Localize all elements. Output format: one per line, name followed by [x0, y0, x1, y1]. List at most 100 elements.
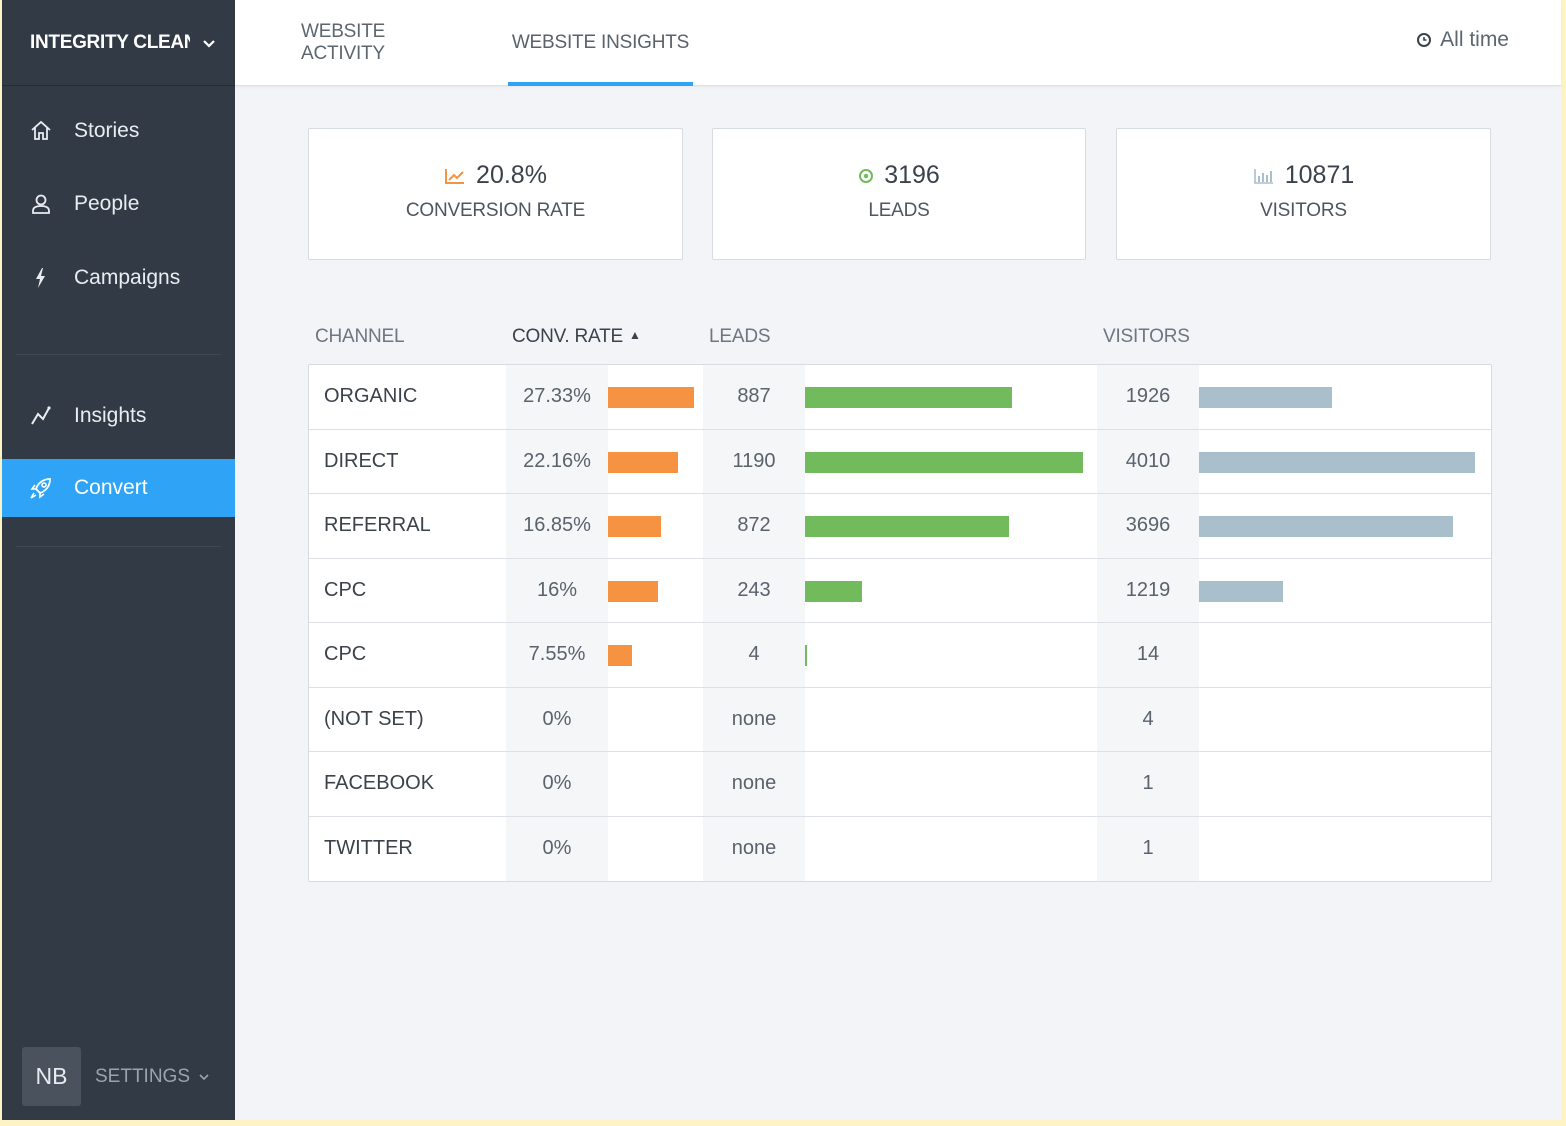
tab-website-insights[interactable]: WEBSITE INSIGHTS — [508, 0, 693, 86]
conv-rate-bar — [608, 645, 632, 666]
visitors-cell: 1 — [1097, 816, 1199, 881]
table-row[interactable]: CPC 7.55% 4 14 — [309, 623, 1491, 688]
conv-rate-bar — [608, 580, 658, 602]
visitors-cell: 1 — [1097, 752, 1199, 816]
conv-rate-cell: 27.33% — [506, 365, 608, 429]
channel-cell: (NOT SET) — [324, 707, 424, 730]
chevron-down-icon — [203, 39, 215, 48]
visitors-bar — [1199, 516, 1453, 537]
table-row[interactable]: (NOT SET) 0% none 4 — [309, 687, 1491, 752]
time-filter[interactable]: All time — [1416, 28, 1509, 52]
leads-bar — [805, 516, 1009, 537]
sidebar-footer: NB SETTINGS — [22, 1047, 210, 1106]
visitors-bar — [1199, 451, 1475, 473]
conv-rate-cell: 22.16% — [506, 429, 608, 493]
leads-bar — [805, 451, 1083, 473]
leads-cell: 872 — [703, 494, 805, 558]
visitors-cell: 3696 — [1097, 494, 1199, 558]
visitors-bar — [1199, 580, 1283, 602]
sidebar-divider — [16, 354, 221, 355]
leads-card: 3196 LEADS — [712, 128, 1086, 260]
channel-cell: TWITTER — [324, 837, 413, 860]
nav-item-label: Insights — [74, 404, 147, 427]
sidebar: INTEGRITY CLEAN Stories People Campaigns — [2, 0, 235, 1120]
conversion-rate-value: 20.8% — [476, 161, 547, 189]
conv-rate-bar — [608, 516, 661, 537]
leads-cell: none — [703, 687, 805, 751]
conv-rate-bar — [608, 451, 678, 473]
org-switcher[interactable]: INTEGRITY CLEAN — [2, 0, 235, 86]
channel-cell: REFERRAL — [324, 514, 431, 537]
leads-cell: 1190 — [703, 429, 805, 493]
target-icon — [859, 168, 874, 183]
time-filter-label: All time — [1440, 28, 1509, 51]
visitors-label: VISITORS — [1260, 200, 1347, 221]
line-chart-icon — [28, 403, 54, 429]
visitors-cell: 4 — [1097, 687, 1199, 751]
main-content: WEBSITE ACTIVITY WEBSITE INSIGHTS All ti… — [235, 0, 1561, 1120]
home-icon — [28, 118, 54, 144]
conv-rate-bar — [608, 387, 694, 408]
org-name: INTEGRITY CLEAN — [30, 31, 190, 53]
table-row[interactable]: DIRECT 22.16% 1190 4010 — [309, 429, 1491, 494]
chevron-down-icon — [199, 1073, 209, 1080]
bar-chart-icon — [1253, 168, 1273, 184]
sidebar-divider — [16, 546, 221, 547]
header-channel[interactable]: CHANNEL — [315, 326, 405, 347]
leads-bar — [805, 645, 807, 666]
nav-item-label: Campaigns — [74, 266, 181, 289]
leads-label: LEADS — [868, 200, 930, 221]
conv-rate-cell: 16% — [506, 558, 608, 622]
table-row[interactable]: REFERRAL 16.85% 872 3696 — [309, 494, 1491, 559]
leads-bar — [805, 580, 862, 602]
nav-item-insights[interactable]: Insights — [2, 387, 235, 445]
avatar[interactable]: NB — [22, 1047, 81, 1106]
channel-table: ORGANIC 27.33% 887 1926 DIRECT 22.16% 1190 4010… — [308, 364, 1492, 882]
channel-cell: CPC — [324, 643, 367, 666]
visitors-cell: 14 — [1097, 623, 1199, 687]
header-conv-rate-label: CONV. RATE — [512, 326, 623, 347]
visitors-cell: 4010 — [1097, 429, 1199, 493]
header-conv-rate[interactable]: CONV. RATE ▲ — [512, 326, 641, 348]
header-visitors[interactable]: VISITORS — [1103, 326, 1190, 347]
nav-item-convert[interactable]: Convert — [2, 459, 235, 517]
conv-rate-cell: 16.85% — [506, 494, 608, 558]
nav-item-label: Convert — [74, 476, 148, 499]
table-header: CHANNEL CONV. RATE ▲ LEADS VISITORS — [235, 322, 1561, 352]
table-row[interactable]: CPC 16% 243 1219 — [309, 558, 1491, 623]
table-row[interactable]: FACEBOOK 0% none 1 — [309, 752, 1491, 817]
tab-website-activity[interactable]: WEBSITE ACTIVITY — [301, 0, 469, 86]
tab-label: WEBSITE ACTIVITY — [301, 21, 386, 64]
table-row[interactable]: ORGANIC 27.33% 887 1926 — [309, 365, 1491, 430]
nav-item-campaigns[interactable]: Campaigns — [2, 249, 235, 307]
visitors-card: 10871 VISITORS — [1116, 128, 1491, 260]
leads-cell: none — [703, 816, 805, 881]
clock-icon — [1417, 33, 1432, 47]
top-bar: WEBSITE ACTIVITY WEBSITE INSIGHTS All ti… — [235, 0, 1561, 86]
conv-rate-cell: 7.55% — [506, 623, 608, 687]
nav-item-people[interactable]: People — [2, 175, 235, 233]
header-leads[interactable]: LEADS — [709, 326, 771, 347]
conversion-rate-label: CONVERSION RATE — [405, 200, 586, 221]
table-row[interactable]: TWITTER 0% none 1 — [309, 816, 1491, 881]
channel-cell: DIRECT — [324, 449, 399, 472]
rocket-icon — [28, 475, 54, 501]
lightning-icon — [28, 265, 54, 291]
nav-item-stories[interactable]: Stories — [2, 102, 235, 160]
leads-value: 3196 — [884, 161, 940, 189]
visitors-value: 10871 — [1284, 161, 1355, 189]
leads-cell: 243 — [703, 558, 805, 622]
leads-bar — [805, 387, 1012, 408]
trend-up-icon — [445, 168, 465, 184]
visitors-cell: 1219 — [1097, 558, 1199, 622]
sort-arrow-icon: ▲ — [628, 328, 641, 342]
leads-cell: 4 — [703, 623, 805, 687]
leads-cell: 887 — [703, 365, 805, 429]
conv-rate-cell: 0% — [506, 816, 608, 881]
visitors-cell: 1926 — [1097, 365, 1199, 429]
conversion-rate-card: 20.8% CONVERSION RATE — [308, 128, 683, 260]
settings-menu[interactable]: SETTINGS — [95, 1066, 210, 1088]
channel-cell: FACEBOOK — [324, 772, 435, 795]
tab-label: WEBSITE INSIGHTS — [511, 32, 690, 53]
